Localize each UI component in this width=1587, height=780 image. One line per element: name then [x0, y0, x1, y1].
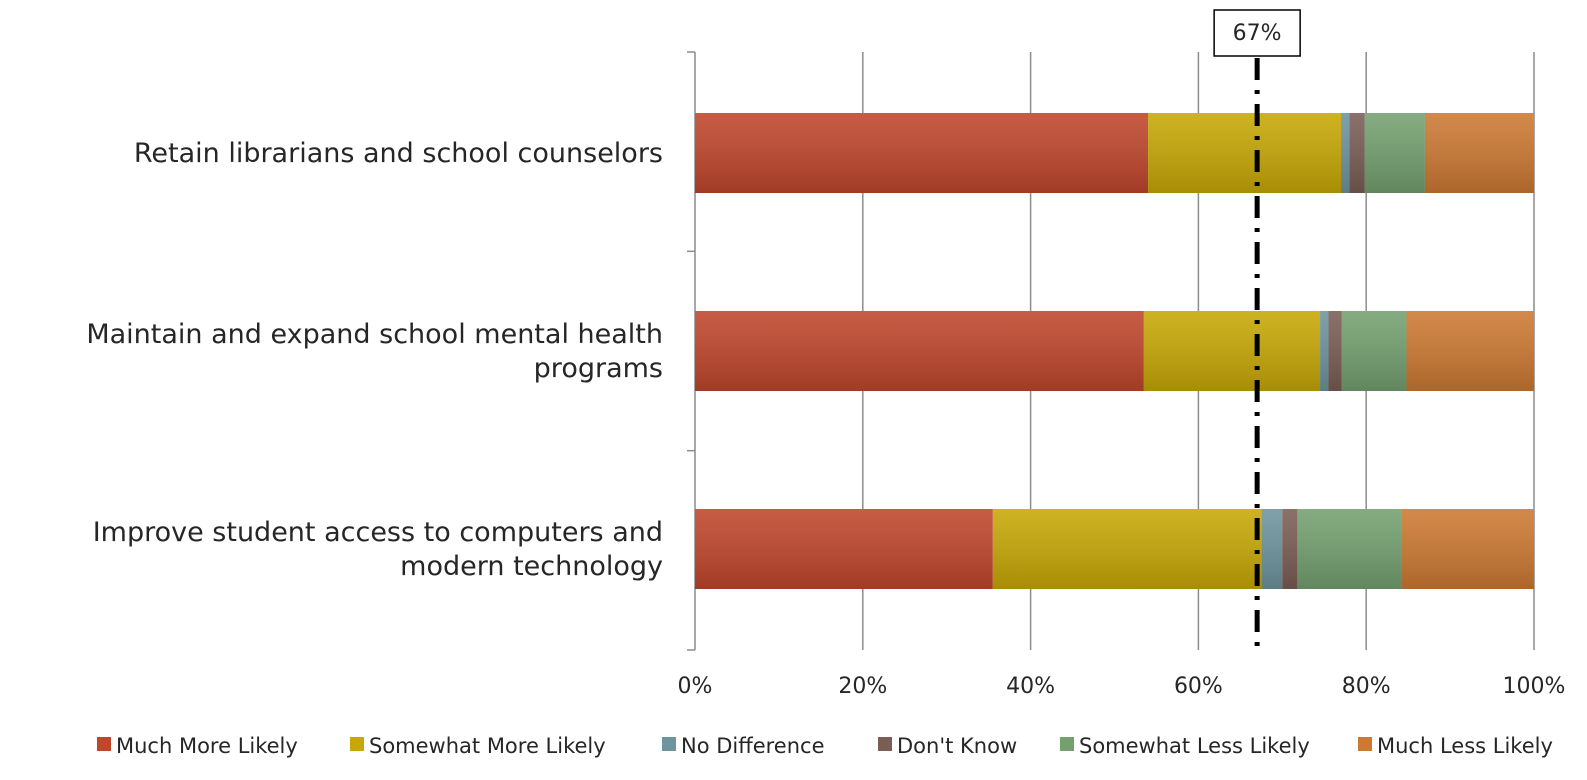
- bar-segment-shade: [1406, 311, 1534, 391]
- x-tick-label: 0%: [678, 674, 713, 699]
- bar-segment-shade: [1349, 113, 1365, 193]
- legend-swatch: [97, 737, 111, 751]
- category-label: Improve student access to computers and m…: [93, 517, 663, 582]
- category-label-line: Improve student access to computers and: [93, 517, 663, 548]
- legend: Much More Likely Somewhat More Likely No D…: [97, 734, 1553, 758]
- x-tick-label: 40%: [1006, 674, 1055, 699]
- category-label: Maintain and expand school mental health…: [86, 319, 663, 384]
- bar-segment-shade: [695, 113, 1149, 193]
- category-labels: Retain librarians and school counselors M…: [86, 138, 663, 582]
- legend-swatch: [662, 737, 676, 751]
- legend-swatch: [1060, 737, 1074, 751]
- bar-segment-shade: [1328, 311, 1342, 391]
- bar-segment-shade: [1364, 113, 1425, 193]
- legend-swatch: [350, 737, 364, 751]
- bar-segment-shade: [1282, 509, 1298, 589]
- reference-line-label: 67%: [1233, 21, 1282, 46]
- bar-segment-shade: [1320, 311, 1329, 391]
- x-tick-label: 100%: [1503, 674, 1566, 699]
- legend-label: Somewhat More Likely: [369, 734, 606, 758]
- bar-segment-shade: [992, 509, 1262, 589]
- bar-segment-shade: [1297, 509, 1402, 589]
- category-label-line: programs: [534, 353, 663, 384]
- bar-segment-shade: [1341, 311, 1407, 391]
- bars: [695, 113, 1534, 589]
- category-label-line: Maintain and expand school mental health: [86, 319, 663, 350]
- category-label: Retain librarians and school counselors: [134, 138, 663, 169]
- bar-segment-shade: [695, 311, 1144, 391]
- y-axis: [687, 51, 696, 651]
- bar-segment-shade: [1401, 509, 1534, 589]
- category-label-line: modern technology: [400, 551, 663, 582]
- x-tick-label: 80%: [1342, 674, 1391, 699]
- legend-label: Much More Likely: [116, 734, 298, 758]
- legend-label: No Difference: [681, 734, 825, 758]
- legend-label: Somewhat Less Likely: [1079, 734, 1310, 758]
- category-label-line: Retain librarians and school counselors: [134, 138, 663, 169]
- bar-segment-shade: [1143, 311, 1321, 391]
- reference-line-group: 67%: [1213, 9, 1301, 655]
- legend-swatch: [1358, 737, 1372, 751]
- bar-segment-shade: [1148, 113, 1342, 193]
- bar-segment-shade: [1424, 113, 1534, 193]
- bar-segment-shade: [1341, 113, 1350, 193]
- x-tick-label: 60%: [1174, 674, 1223, 699]
- legend-label: Don't Know: [897, 734, 1017, 758]
- legend-label: Much Less Likely: [1377, 734, 1553, 758]
- reference-label-box: [1213, 9, 1301, 57]
- legend-swatch: [878, 737, 892, 751]
- x-tick-label: 20%: [838, 674, 887, 699]
- bar-segment-shade: [1261, 509, 1283, 589]
- bar-segment-shade: [695, 509, 993, 589]
- x-tick-labels: 0% 20% 40% 60% 80% 100%: [678, 674, 1566, 699]
